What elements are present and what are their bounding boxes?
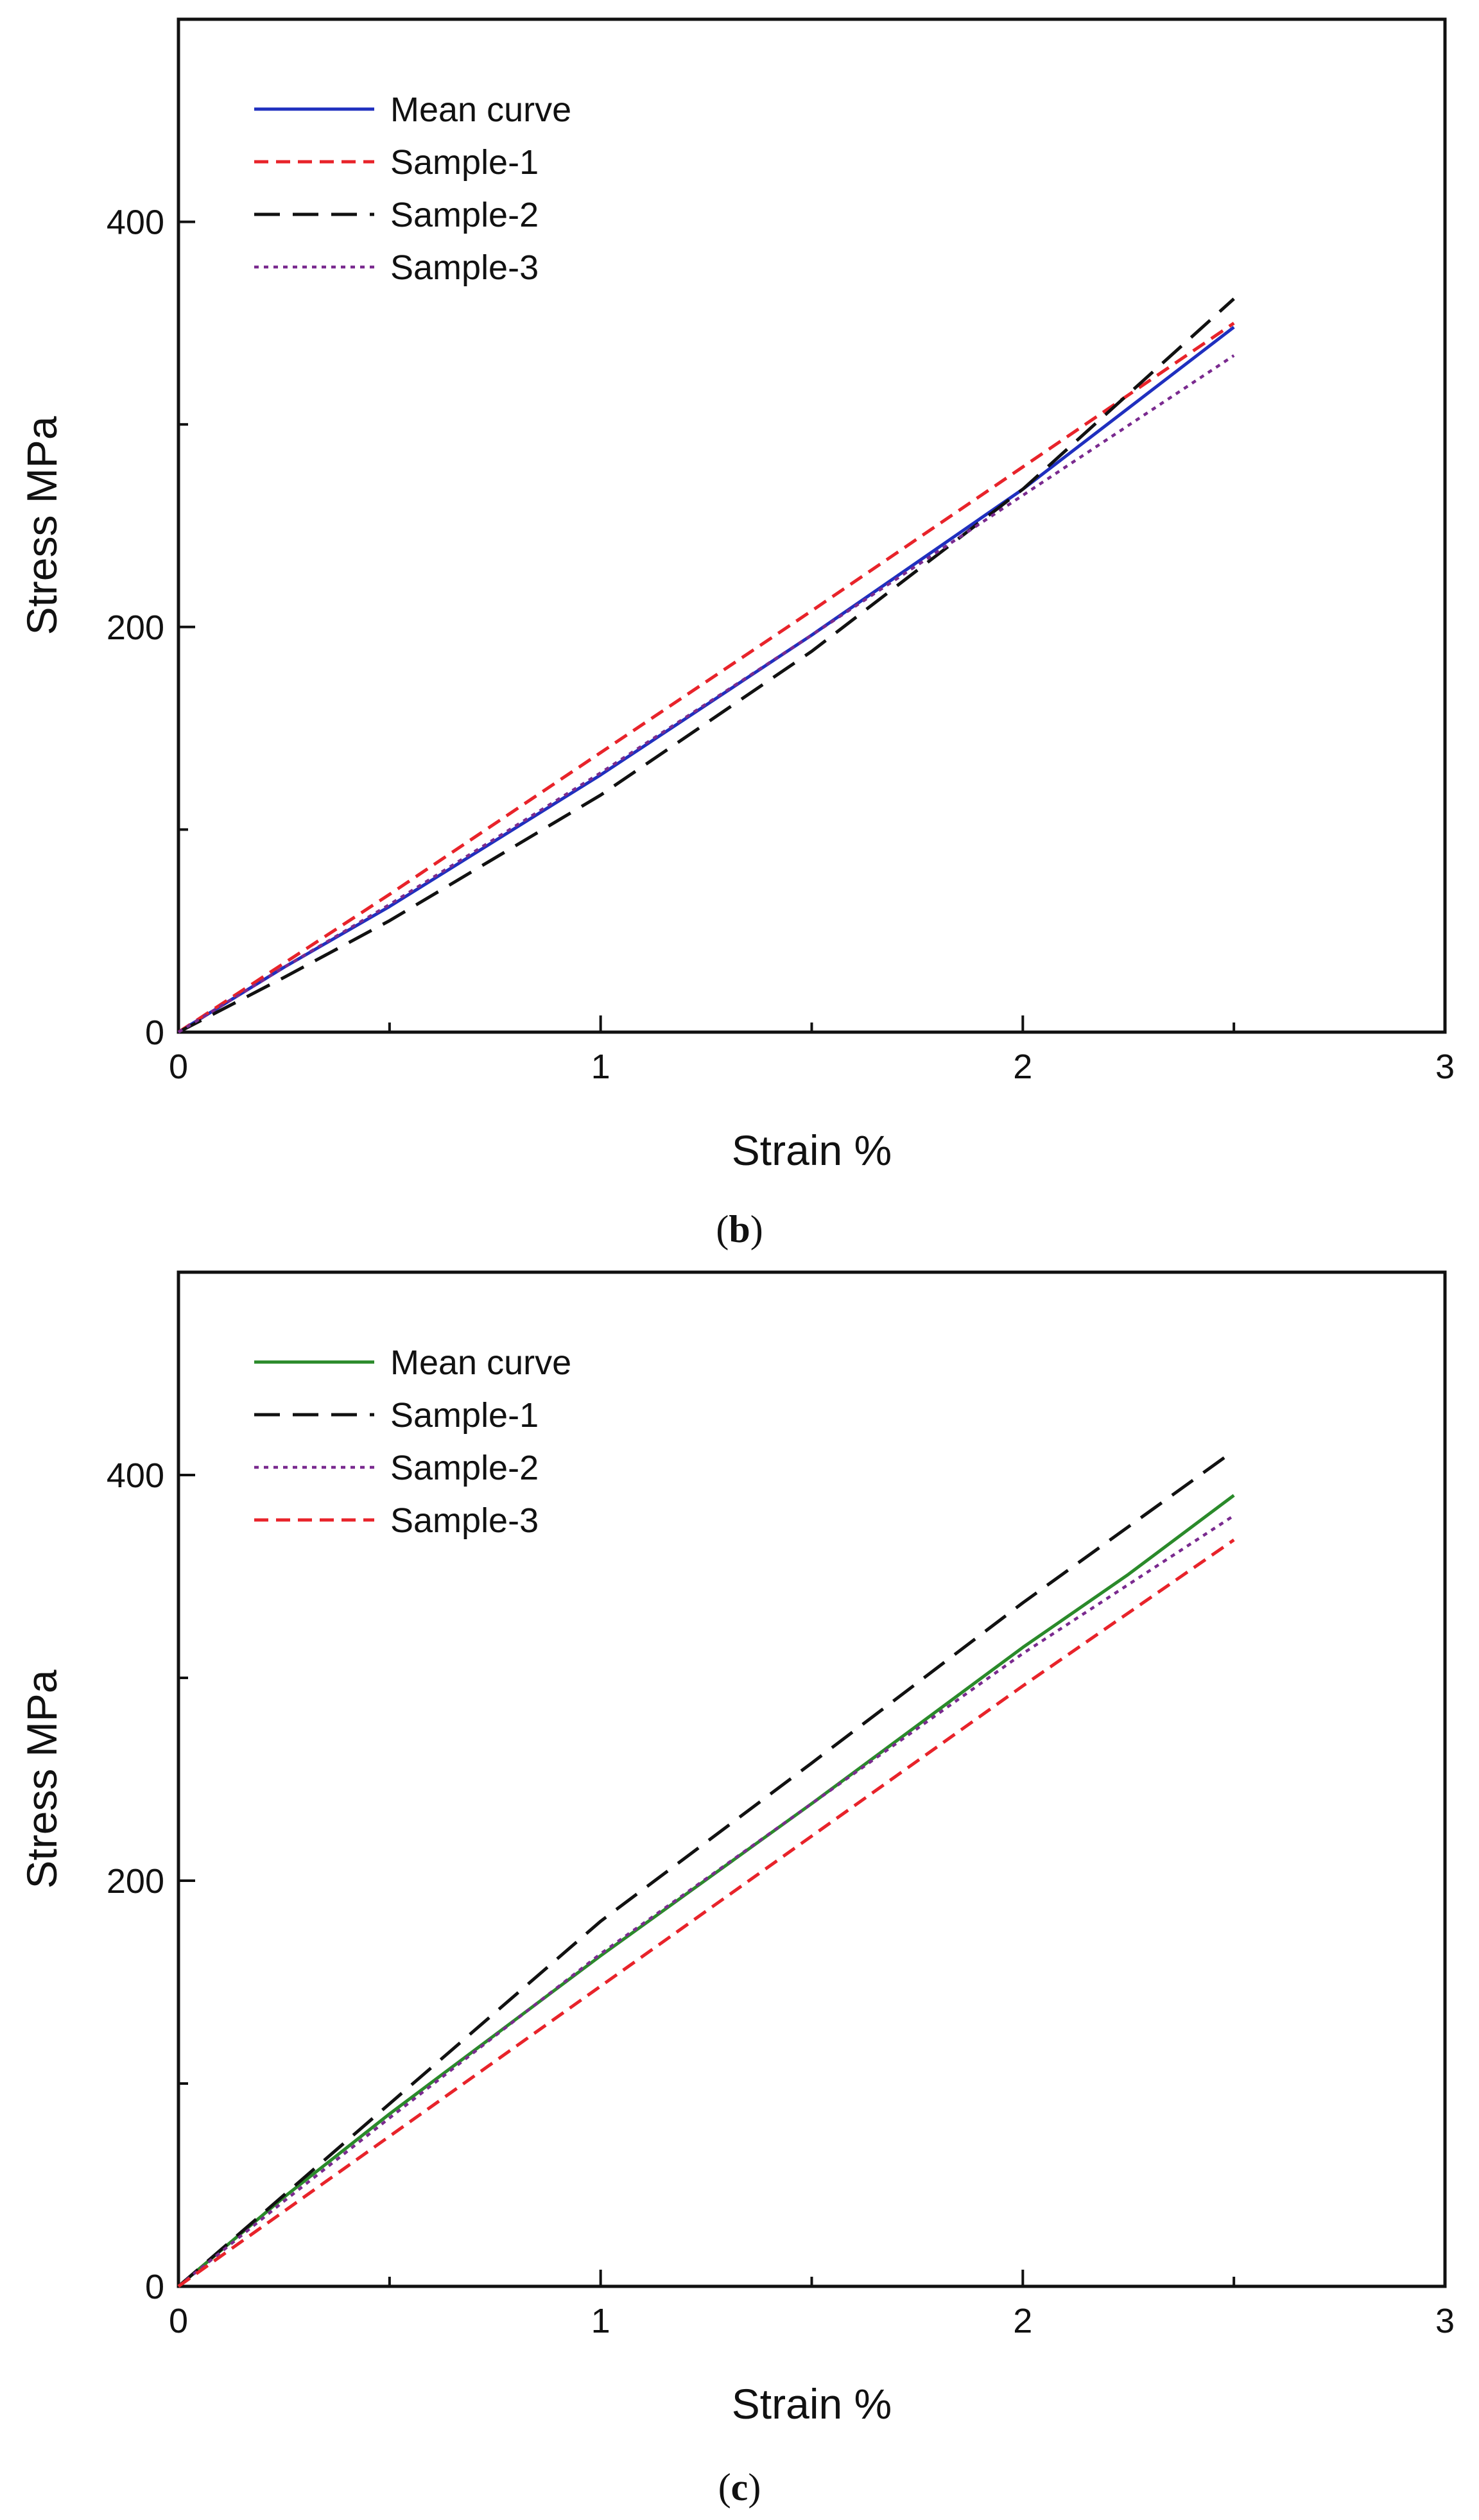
x-axis-title: Strain % <box>732 1126 892 1174</box>
series-line-sample-3 <box>177 1539 1235 2288</box>
x-tick-label: 2 <box>1013 1048 1032 1086</box>
x-tick-label: 1 <box>591 1048 610 1086</box>
series-line-mean-curve <box>177 1494 1235 2288</box>
series-line-sample-3 <box>177 354 1235 1033</box>
y-tick-label: 200 <box>107 1862 164 1901</box>
legend: Mean curve Sample-1 Sample-2 Sample-3 <box>254 1343 571 1540</box>
chart-panel-c: 0 1 2 3 0 200 400 Strain % Stress MPa Mean curve S… <box>18 1270 1455 2508</box>
series-line-sample-1 <box>177 1449 1235 2288</box>
y-tick-label: 0 <box>145 1014 164 1052</box>
legend-entry: Sample-3 <box>390 1501 539 1540</box>
x-tick-label: 3 <box>1435 2302 1455 2340</box>
legend-entry: Mean curve <box>390 91 571 129</box>
x-tick-label: 0 <box>169 2302 188 2340</box>
x-tick-label: 2 <box>1013 2302 1032 2340</box>
x-tick-label: 3 <box>1435 1048 1455 1086</box>
legend-entry: Sample-1 <box>390 143 539 182</box>
figure-caption: (b) <box>716 1208 763 1250</box>
legend-entry: Sample-2 <box>390 1449 539 1487</box>
series-line-sample-2 <box>177 1514 1235 2288</box>
y-tick-label: 200 <box>107 608 164 647</box>
y-tick-label: 400 <box>107 203 164 242</box>
legend: Mean curve Sample-1 Sample-2 Sample-3 <box>254 91 571 287</box>
y-axis-title: Stress MPa <box>18 416 65 635</box>
chart-panel-b: 0 1 2 3 0 200 400 Strain % Stress MPa Mean curve S… <box>18 17 1455 1250</box>
x-tick-label: 0 <box>169 1048 188 1086</box>
legend-entry: Sample-3 <box>390 248 539 287</box>
legend-entry: Sample-2 <box>390 196 539 234</box>
plot-frame <box>177 17 1447 1034</box>
legend-entry: Mean curve <box>390 1343 571 1382</box>
legend-entry: Sample-1 <box>390 1396 539 1435</box>
series-line-sample-1 <box>177 322 1235 1034</box>
series-line-sample-2 <box>177 297 1235 1034</box>
y-tick-label: 400 <box>107 1456 164 1495</box>
figure-caption: (c) <box>718 2466 761 2508</box>
y-axis-title: Stress MPa <box>18 1670 65 1888</box>
y-tick-label: 0 <box>145 2268 164 2306</box>
x-tick-label: 1 <box>591 2302 610 2340</box>
x-axis-title: Strain % <box>732 2380 892 2428</box>
